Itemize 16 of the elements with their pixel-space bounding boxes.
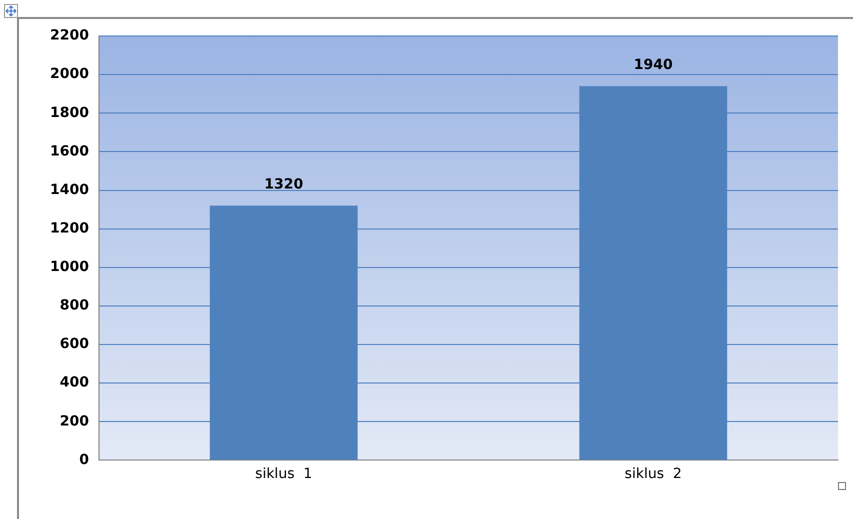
y-tick-label: 2000 [50,66,90,82]
y-tick-label: 1200 [50,220,90,236]
y-tick-label: 1400 [50,182,90,198]
y-tick-label: 200 [60,413,90,430]
x-tick-label: siklus 2 [624,466,682,482]
y-tick-label: 1000 [50,259,90,276]
y-tick-label: 2200 [50,28,90,44]
y-tick-label: 0 [79,452,90,468]
y-tick-label: 600 [60,336,90,352]
y-tick-label: 1600 [50,143,90,160]
y-tick-label: 800 [60,298,90,314]
data-label: 1320 [264,176,304,192]
y-tick-label: 1800 [50,104,90,121]
y-tick-label: 400 [60,374,90,391]
data-label: 1940 [634,56,673,73]
x-tick-label: siklus 1 [255,466,312,482]
